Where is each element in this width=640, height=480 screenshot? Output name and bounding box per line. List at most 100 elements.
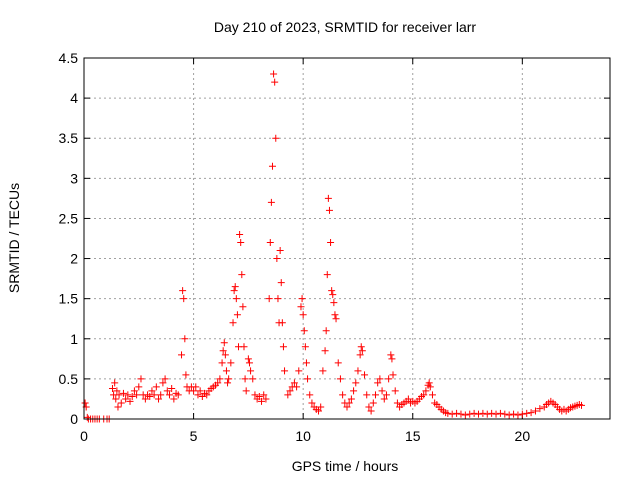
data-point <box>422 387 430 395</box>
data-point <box>244 355 252 363</box>
data-point <box>267 198 275 206</box>
data-point <box>369 399 377 407</box>
data-point <box>157 391 165 399</box>
data-point <box>347 395 355 403</box>
data-point <box>276 247 284 255</box>
data-point <box>319 367 327 375</box>
data-point <box>227 359 235 367</box>
data-point <box>391 387 399 395</box>
data-point <box>387 351 395 359</box>
data-point <box>83 413 91 421</box>
data-point <box>317 403 325 411</box>
y-tick-label: 3 <box>70 170 78 186</box>
data-point <box>332 315 340 323</box>
data-point <box>382 391 390 399</box>
data-point <box>315 407 323 415</box>
data-point <box>273 255 281 263</box>
data-point <box>161 375 169 383</box>
data-point <box>426 383 434 391</box>
data-point <box>279 343 287 351</box>
x-tick-label: 0 <box>80 428 88 444</box>
y-tick-label: 1.5 <box>59 291 79 307</box>
data-point <box>323 271 331 279</box>
data-point <box>265 295 273 303</box>
data-point <box>425 379 433 387</box>
data-point <box>240 343 248 351</box>
y-tick-label: 4 <box>70 90 78 106</box>
data-point <box>298 295 306 303</box>
y-tick-label: 2.5 <box>59 210 79 226</box>
data-point <box>114 403 122 411</box>
data-point <box>163 387 171 395</box>
data-point <box>297 303 305 311</box>
series-srmtid <box>81 70 586 423</box>
data-point <box>190 387 198 395</box>
x-axis-label: GPS time / hours <box>292 458 399 474</box>
data-point <box>496 409 504 417</box>
data-point <box>327 239 335 247</box>
data-point <box>230 287 238 295</box>
data-point <box>330 299 338 307</box>
data-point <box>483 410 491 418</box>
y-axis-label: SRMTID / TECUs <box>6 183 22 293</box>
data-point <box>274 295 282 303</box>
data-point <box>293 383 301 391</box>
data-point <box>268 162 276 170</box>
data-point <box>262 395 270 403</box>
data-point <box>108 385 116 393</box>
data-point <box>404 395 412 403</box>
data-point <box>361 371 369 379</box>
data-point <box>159 379 167 387</box>
data-point <box>182 371 190 379</box>
data-point <box>232 295 240 303</box>
x-tick-labels: 0 5 10 15 20 <box>80 428 530 444</box>
data-point <box>137 375 145 383</box>
data-point <box>479 409 487 417</box>
data-point <box>214 379 222 387</box>
data-point <box>444 409 452 417</box>
data-point <box>365 403 373 411</box>
data-point <box>420 391 428 399</box>
data-point <box>374 379 382 387</box>
data-point <box>371 391 379 399</box>
data-point <box>117 399 125 407</box>
data-point <box>389 371 397 379</box>
data-point <box>220 339 228 347</box>
data-point <box>277 279 285 287</box>
data-point <box>388 355 396 363</box>
y-tick-label: 1 <box>70 331 78 347</box>
data-point <box>203 391 211 399</box>
data-point <box>350 387 358 395</box>
data-point <box>284 391 292 399</box>
data-point <box>345 399 353 407</box>
data-point <box>286 387 294 395</box>
data-point <box>324 194 332 202</box>
data-point <box>271 78 279 86</box>
data-point <box>322 327 330 335</box>
data-point <box>224 379 232 387</box>
data-point <box>290 379 298 387</box>
data-point <box>363 391 371 399</box>
x-tick-label: 15 <box>405 428 421 444</box>
data-point <box>245 359 253 367</box>
data-point <box>150 391 158 399</box>
data-point <box>219 347 227 355</box>
data-point <box>251 391 259 399</box>
data-point <box>222 367 230 375</box>
data-point <box>295 367 303 375</box>
data-point <box>428 391 436 399</box>
data-point <box>281 367 289 375</box>
data-point <box>339 391 347 399</box>
data-point <box>278 319 286 327</box>
data-point <box>231 283 239 291</box>
data-point <box>111 379 119 387</box>
data-point <box>475 410 482 418</box>
data-point <box>301 343 309 351</box>
data-point <box>194 391 202 399</box>
data-point <box>181 335 189 343</box>
data-point <box>258 397 266 405</box>
data-point <box>266 239 274 247</box>
data-point <box>461 411 469 419</box>
x-tick-label: 10 <box>295 428 311 444</box>
data-point <box>466 410 474 418</box>
